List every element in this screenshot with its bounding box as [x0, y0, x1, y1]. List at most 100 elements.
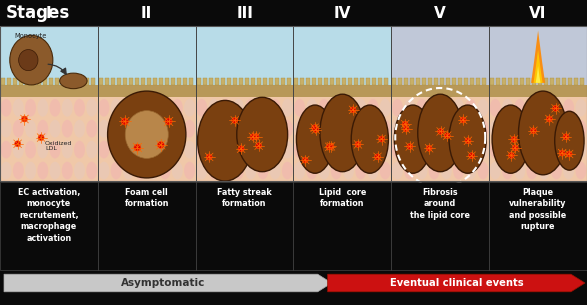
Circle shape — [122, 118, 129, 125]
FancyBboxPatch shape — [43, 78, 47, 85]
Ellipse shape — [208, 162, 220, 179]
Ellipse shape — [441, 162, 452, 179]
FancyBboxPatch shape — [208, 78, 212, 85]
FancyBboxPatch shape — [7, 78, 11, 85]
Ellipse shape — [331, 120, 342, 138]
FancyBboxPatch shape — [483, 78, 487, 85]
Ellipse shape — [551, 162, 562, 179]
Ellipse shape — [172, 120, 183, 138]
Ellipse shape — [135, 120, 146, 138]
FancyBboxPatch shape — [0, 26, 98, 85]
Text: III: III — [236, 5, 253, 20]
FancyBboxPatch shape — [458, 78, 463, 85]
FancyBboxPatch shape — [392, 97, 489, 181]
Ellipse shape — [258, 99, 268, 117]
Ellipse shape — [13, 120, 24, 138]
Ellipse shape — [418, 94, 463, 172]
Ellipse shape — [429, 99, 440, 117]
Ellipse shape — [49, 120, 60, 138]
Ellipse shape — [60, 73, 87, 89]
Circle shape — [375, 154, 380, 160]
FancyBboxPatch shape — [197, 78, 201, 85]
FancyBboxPatch shape — [275, 78, 279, 85]
FancyBboxPatch shape — [294, 182, 392, 270]
Ellipse shape — [62, 120, 73, 138]
Ellipse shape — [269, 99, 281, 117]
Ellipse shape — [99, 120, 109, 138]
Text: II: II — [141, 5, 153, 20]
FancyBboxPatch shape — [502, 78, 506, 85]
Ellipse shape — [233, 162, 244, 179]
FancyBboxPatch shape — [257, 78, 261, 85]
FancyBboxPatch shape — [195, 85, 294, 97]
Circle shape — [157, 142, 164, 149]
Circle shape — [438, 128, 444, 135]
Text: Fibrosis
around
the lipid core: Fibrosis around the lipid core — [410, 188, 470, 220]
FancyBboxPatch shape — [392, 78, 396, 85]
Ellipse shape — [147, 162, 158, 179]
Circle shape — [250, 134, 256, 140]
Ellipse shape — [575, 120, 586, 138]
FancyBboxPatch shape — [470, 78, 474, 85]
FancyBboxPatch shape — [373, 78, 376, 85]
Ellipse shape — [245, 141, 256, 159]
Ellipse shape — [245, 162, 256, 179]
FancyBboxPatch shape — [366, 78, 370, 85]
Ellipse shape — [123, 99, 134, 117]
Ellipse shape — [38, 162, 48, 179]
Ellipse shape — [296, 105, 333, 173]
Ellipse shape — [1, 162, 12, 179]
Circle shape — [465, 138, 471, 144]
Ellipse shape — [282, 162, 293, 179]
FancyBboxPatch shape — [141, 78, 145, 85]
Ellipse shape — [416, 99, 427, 117]
Ellipse shape — [233, 141, 244, 159]
Text: Eventual clinical events: Eventual clinical events — [390, 278, 523, 288]
Ellipse shape — [294, 99, 305, 117]
Ellipse shape — [123, 120, 134, 138]
FancyBboxPatch shape — [85, 78, 89, 85]
Circle shape — [312, 125, 318, 131]
Ellipse shape — [478, 120, 488, 138]
Ellipse shape — [86, 99, 97, 117]
Text: Oxidized
LDL: Oxidized LDL — [45, 141, 72, 152]
Circle shape — [566, 151, 572, 157]
FancyBboxPatch shape — [215, 78, 219, 85]
FancyBboxPatch shape — [98, 182, 195, 270]
Ellipse shape — [38, 120, 48, 138]
Ellipse shape — [111, 120, 122, 138]
FancyBboxPatch shape — [0, 85, 98, 97]
Ellipse shape — [514, 99, 525, 117]
Ellipse shape — [453, 99, 464, 117]
Polygon shape — [535, 66, 541, 83]
Ellipse shape — [404, 162, 415, 179]
Ellipse shape — [416, 120, 427, 138]
Ellipse shape — [343, 120, 354, 138]
Circle shape — [15, 141, 21, 147]
Ellipse shape — [62, 141, 73, 159]
Ellipse shape — [490, 99, 501, 117]
Ellipse shape — [135, 141, 146, 159]
FancyBboxPatch shape — [129, 78, 133, 85]
FancyBboxPatch shape — [79, 78, 83, 85]
FancyBboxPatch shape — [19, 78, 23, 85]
Ellipse shape — [99, 141, 109, 159]
Ellipse shape — [19, 49, 38, 71]
FancyBboxPatch shape — [520, 78, 524, 85]
Ellipse shape — [319, 120, 329, 138]
Circle shape — [355, 142, 361, 147]
Ellipse shape — [306, 120, 318, 138]
Circle shape — [206, 154, 212, 160]
FancyBboxPatch shape — [99, 78, 103, 85]
FancyBboxPatch shape — [489, 182, 587, 270]
FancyBboxPatch shape — [399, 78, 402, 85]
Ellipse shape — [184, 141, 195, 159]
Ellipse shape — [196, 99, 207, 117]
FancyBboxPatch shape — [195, 26, 294, 85]
FancyBboxPatch shape — [355, 78, 359, 85]
Circle shape — [134, 144, 141, 151]
FancyBboxPatch shape — [342, 78, 346, 85]
Circle shape — [512, 145, 518, 151]
Ellipse shape — [258, 162, 268, 179]
Ellipse shape — [441, 120, 452, 138]
